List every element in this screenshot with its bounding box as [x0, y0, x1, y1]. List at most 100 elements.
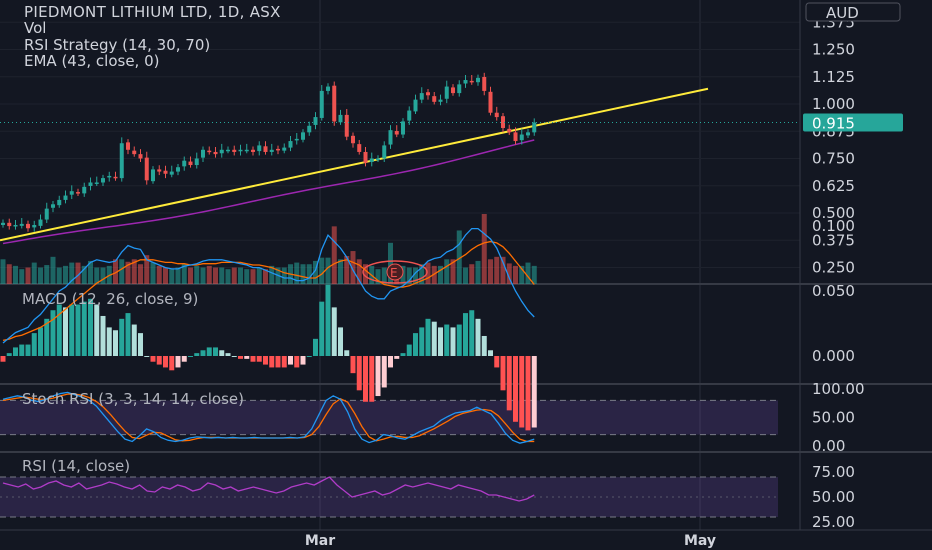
volume-bar-4: [25, 267, 31, 284]
candle-body-1: [7, 222, 12, 227]
macd-hist-bar-4: [25, 344, 31, 356]
candle-body-60: [376, 158, 380, 160]
legend-stoch-rsi: Stoch RSI (3, 3, 14, 14, close): [22, 390, 244, 408]
candle-body-48: [301, 132, 305, 140]
candle-body-82: [513, 132, 518, 142]
macd-line: [2, 227, 535, 344]
macd-tick-1: 0.050: [812, 282, 855, 300]
candle-body-73: [457, 84, 462, 94]
last-price-text: 0.915: [812, 115, 855, 133]
volume-bar-51: [319, 257, 325, 284]
macd-hist-bar-57: [356, 356, 362, 391]
candle-body-84: [526, 132, 530, 136]
candle-body-38: [238, 149, 243, 152]
volume-bar-2: [13, 265, 18, 284]
macd-hist-bar-75: [469, 310, 475, 356]
candle-body-32: [201, 149, 205, 158]
candle-body-41: [257, 145, 262, 152]
macd-hist-bar-28: [175, 356, 181, 368]
series-layer: E: [0, 72, 800, 502]
volume-bar-73: [456, 230, 462, 284]
candle-body-78: [488, 91, 493, 113]
candle-body-77: [482, 76, 487, 91]
candle-body-13: [82, 186, 87, 194]
volume-bar-85: [531, 265, 537, 284]
last-price-badge: [803, 113, 903, 132]
volume-bar-8: [50, 256, 56, 284]
candle-body-58: [363, 151, 368, 163]
macd-hist-bar-23: [144, 356, 150, 357]
candle-body-50: [313, 117, 318, 125]
volume-bar-68: [425, 262, 431, 284]
volume-bar-78: [488, 259, 493, 284]
macd-hist-bar-7: [44, 318, 50, 356]
macd-hist-bar-1: [6, 353, 12, 356]
macd-hist-bar-40: [250, 356, 256, 362]
macd-hist-bar-13: [81, 301, 87, 356]
macd-hist-bar-78: [488, 350, 493, 356]
volume-bar-77: [481, 214, 487, 284]
volume-bar-70: [438, 265, 443, 284]
volume-bar-26: [163, 267, 168, 284]
volume-bar-7: [44, 265, 50, 284]
volume-bar-3: [19, 269, 25, 284]
volume-bar-56: [350, 251, 356, 284]
volume-bar-18: [113, 259, 118, 284]
volume-bar-45: [281, 267, 287, 284]
candle-body-76: [476, 77, 480, 83]
macd-hist-bar-82: [513, 356, 518, 422]
candle-body-8: [51, 204, 55, 208]
volume-bar-32: [200, 267, 206, 284]
macd-hist-bar-67: [419, 327, 425, 356]
macd-hist-bar-32: [200, 350, 206, 356]
candle-body-53: [332, 85, 337, 122]
candle-body-45: [282, 147, 287, 151]
candle-body-51: [319, 90, 324, 118]
volume-bar-61: [381, 267, 387, 284]
candle-body-28: [176, 167, 180, 172]
volume-bar-0: [0, 259, 6, 284]
macd-hist-bar-44: [275, 356, 281, 368]
volume-bar-52: [325, 257, 331, 284]
candle-body-71: [444, 86, 449, 99]
macd-hist-bar-25: [156, 356, 162, 365]
volume-bar-29: [181, 264, 187, 284]
band-layer: [0, 399, 778, 518]
legend-rsi: RSI (14, close): [22, 457, 131, 475]
macd-hist-bar-20: [125, 313, 131, 356]
volume-bar-60: [375, 269, 381, 284]
volume-bar-57: [356, 259, 362, 284]
stoch-k-line: [2, 391, 535, 444]
volume-bar-9: [56, 267, 62, 284]
macd-hist-bar-26: [163, 356, 168, 368]
macd-hist-bar-48: [300, 356, 306, 365]
macd-hist-bar-19: [119, 318, 125, 356]
macd-hist-bar-17: [106, 327, 112, 356]
candle-body-42: [263, 146, 268, 152]
price-tick-1: 1.250: [812, 41, 855, 59]
volume-bar-48: [300, 264, 306, 284]
volume-bar-76: [475, 260, 481, 284]
volume-bar-6: [38, 267, 43, 284]
stoch-tick-2: 0.00: [812, 437, 845, 455]
candle-body-54: [338, 114, 343, 123]
candle-body-11: [69, 191, 74, 195]
macd-hist-bar-29: [181, 356, 187, 362]
candle-body-7: [44, 208, 49, 220]
macd-hist-bar-9: [56, 304, 62, 356]
macd-hist-bar-60: [375, 356, 381, 397]
macd-hist-bar-3: [19, 344, 25, 356]
macd-hist-bar-71: [444, 324, 450, 356]
macd-hist-bar-61: [381, 356, 387, 388]
candle-body-37: [232, 149, 237, 152]
candle-body-35: [219, 149, 224, 154]
legend-ema: EMA (43, close, 0): [24, 52, 160, 70]
volume-bar-42: [263, 269, 268, 284]
macd-hist-bar-50: [313, 338, 318, 356]
volume-bar-62: [388, 242, 393, 284]
macd-hist-bar-39: [244, 356, 250, 359]
macd-hist-bar-30: [188, 356, 193, 357]
price-tick-3: 1.000: [812, 95, 855, 113]
rsi-line: [2, 476, 535, 502]
